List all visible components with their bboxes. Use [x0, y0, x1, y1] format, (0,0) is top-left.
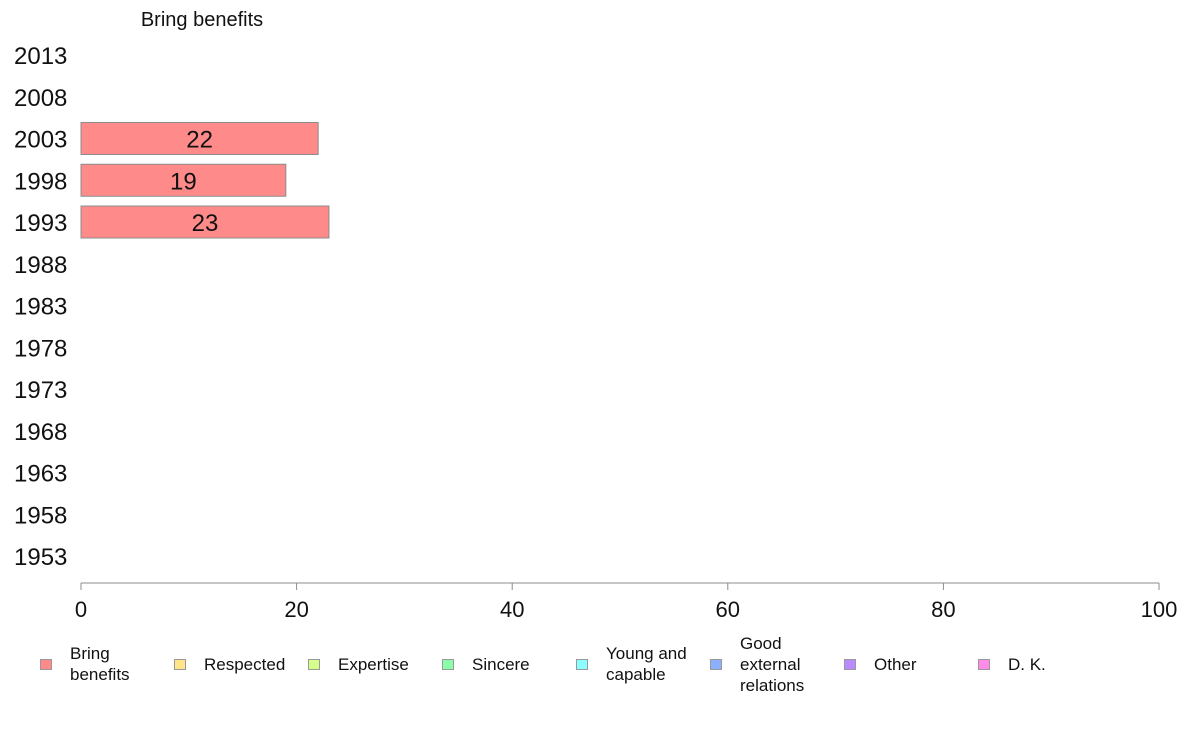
- chart-area: Bring benefits 2013 2008 2003 1998 1993 1988 1…: [14, 9, 1178, 622]
- legend-label: Bring benefits: [70, 644, 130, 684]
- legend-swatch: [576, 658, 588, 670]
- y-tick-label: 2003: [14, 127, 67, 154]
- bar: [80, 205, 330, 239]
- y-tick-label: 1993: [14, 210, 67, 237]
- legend-label: Other: [874, 654, 917, 674]
- bar-value-label: 19: [170, 168, 197, 195]
- legend-swatch: [710, 658, 722, 670]
- bar-value-label: 23: [192, 210, 219, 237]
- legend-swatch: [978, 658, 990, 670]
- x-tick-label: 40: [500, 597, 524, 622]
- y-tick-label: 1958: [14, 502, 67, 529]
- y-tick-label: 1988: [14, 252, 67, 279]
- legend: Bring benefits Respected Expertise Sincere Y…: [0, 630, 1188, 710]
- y-axis-labels: 2013 2008 2003 1998 1993 1988 1983 1978 1973 1968…: [14, 43, 67, 571]
- y-tick-label: 1963: [14, 461, 67, 488]
- x-tick-label: 60: [716, 597, 740, 622]
- y-tick-label: 2008: [14, 85, 67, 112]
- bars: 22 19 23: [80, 122, 330, 239]
- legend-item: Sincere: [442, 630, 530, 698]
- x-tick-label: 100: [1141, 597, 1178, 622]
- y-tick-label: 1973: [14, 377, 67, 404]
- bar-value-label: 22: [186, 127, 213, 154]
- legend-swatch: [308, 658, 320, 670]
- y-tick-label: 2013: [14, 43, 67, 70]
- legend-item: Other: [844, 630, 917, 698]
- legend-label: Respected: [204, 654, 286, 674]
- x-axis: 0 20 40 60 80 100: [75, 582, 1178, 622]
- y-tick-label: 1998: [14, 168, 67, 195]
- legend-label: Good external relations: [740, 633, 805, 695]
- x-tick-label: 20: [284, 597, 308, 622]
- legend-item: Expertise: [308, 630, 409, 698]
- legend-swatch: [442, 658, 454, 670]
- legend-label: Expertise: [338, 654, 409, 674]
- bar: [80, 163, 287, 197]
- y-tick-label: 1978: [14, 335, 67, 362]
- chart-title: Bring benefits: [141, 9, 263, 31]
- bar: [80, 122, 319, 155]
- y-tick-label: 1968: [14, 419, 67, 446]
- legend-item: Good external relations: [710, 630, 804, 698]
- legend-swatch: [844, 658, 856, 670]
- y-tick-label: 1953: [14, 544, 67, 571]
- x-tick-label: 80: [931, 597, 955, 622]
- legend-item: Respected: [174, 630, 285, 698]
- legend-swatch: [40, 658, 52, 670]
- legend-item: D. K.: [978, 630, 1046, 698]
- legend-label: Young and capable: [606, 644, 687, 684]
- legend-label: D. K.: [1008, 654, 1046, 674]
- legend-swatch: [174, 658, 186, 670]
- x-tick-label: 0: [75, 597, 87, 622]
- legend-label: Sincere: [472, 654, 530, 674]
- y-tick-label: 1983: [14, 294, 67, 321]
- legend-item: Bring benefits: [40, 630, 130, 698]
- legend-item: Young and capable: [576, 630, 687, 698]
